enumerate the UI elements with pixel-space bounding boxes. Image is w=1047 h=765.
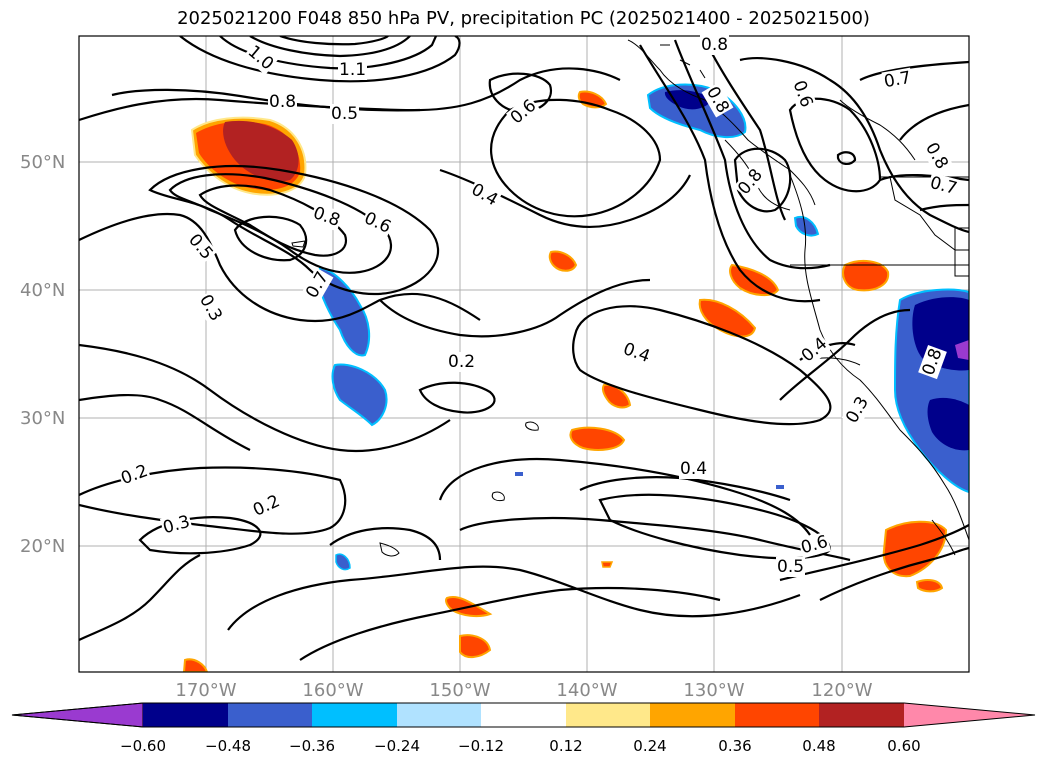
colorbar-swatch: [143, 703, 228, 727]
colorbar-swatch: [397, 703, 481, 727]
plot-frame: [78, 35, 970, 673]
colorbar-tick-label: −0.12: [458, 737, 504, 755]
lon-label: 120°W: [811, 680, 873, 701]
contour-label: 0.8: [700, 35, 730, 55]
colorbar-tick-label: −0.24: [374, 737, 420, 755]
colorbar-swatch: [481, 703, 566, 727]
colorbar-swatch: [566, 703, 650, 727]
colorbar: [11, 702, 1036, 728]
colorbar-swatch: [11, 702, 144, 728]
lat-label: 50°N: [20, 152, 66, 173]
colorbar-swatch: [650, 703, 735, 727]
contour-label: 0.2: [447, 352, 477, 372]
colorbar-tick-label: 0.24: [633, 737, 667, 755]
lon-label: 170°W: [175, 680, 237, 701]
colorbar-swatch: [228, 703, 312, 727]
contour-label: 0.8: [268, 92, 298, 112]
contour-label: 0.5: [776, 557, 806, 577]
lon-label: 160°W: [302, 680, 364, 701]
colorbar-swatch: [735, 703, 819, 727]
contour-label: 0.5: [330, 104, 360, 124]
lat-label: 40°N: [20, 280, 66, 301]
lat-label: 30°N: [20, 408, 66, 429]
map-title: 2025021200 F048 850 hPa PV, precipitatio…: [177, 8, 870, 29]
colorbar-tick-label: 0.36: [718, 737, 752, 755]
lon-label: 150°W: [429, 680, 491, 701]
colorbar-swatch: [904, 703, 1035, 727]
colorbar-swatch: [312, 703, 397, 727]
colorbar-tick-label: 0.60: [887, 737, 921, 755]
colorbar-swatch: [819, 703, 904, 727]
contour-label: 0.4: [679, 459, 709, 479]
colorbar-tick-label: −0.48: [205, 737, 251, 755]
colorbar-tick-label: −0.36: [289, 737, 335, 755]
lat-label: 20°N: [20, 536, 66, 557]
lon-label: 140°W: [556, 680, 618, 701]
colorbar-tick-label: −0.60: [120, 737, 166, 755]
contour-label: 1.1: [338, 60, 368, 80]
lon-label: 130°W: [683, 680, 745, 701]
colorbar-tick-label: 0.12: [549, 737, 583, 755]
colorbar-tick-label: 0.48: [802, 737, 836, 755]
